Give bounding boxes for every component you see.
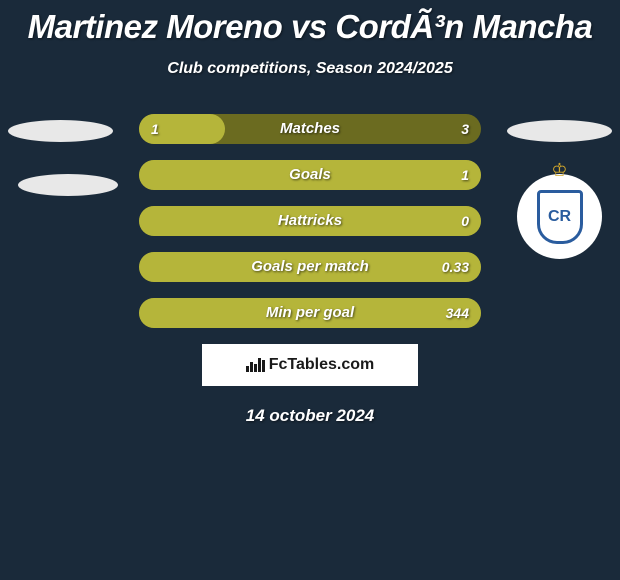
brand-label: FcTables.com <box>269 356 375 374</box>
brand-box[interactable]: FcTables.com <box>202 344 418 386</box>
stats-container: Matches13Goals1Hattricks0Goals per match… <box>0 114 620 328</box>
stat-row: Goals1 <box>139 160 481 190</box>
page-title: Martinez Moreno vs CordÃ³n Mancha <box>0 0 620 46</box>
stat-label: Min per goal <box>139 298 481 328</box>
stat-value-left: 1 <box>151 114 159 144</box>
stat-label: Goals per match <box>139 252 481 282</box>
stat-value-right: 1 <box>461 160 469 190</box>
stat-value-right: 3 <box>461 114 469 144</box>
stat-label: Goals <box>139 160 481 190</box>
stat-value-right: 0.33 <box>442 252 469 282</box>
stat-value-right: 0 <box>461 206 469 236</box>
date-label: 14 october 2024 <box>0 406 620 426</box>
chart-icon <box>246 358 265 372</box>
stat-row: Min per goal344 <box>139 298 481 328</box>
stat-value-right: 344 <box>446 298 469 328</box>
stat-row: Hattricks0 <box>139 206 481 236</box>
season-subtitle: Club competitions, Season 2024/2025 <box>0 60 620 78</box>
stat-label: Matches <box>139 114 481 144</box>
stat-label: Hattricks <box>139 206 481 236</box>
stat-row: Goals per match0.33 <box>139 252 481 282</box>
stat-row: Matches1 3 <box>139 114 481 144</box>
